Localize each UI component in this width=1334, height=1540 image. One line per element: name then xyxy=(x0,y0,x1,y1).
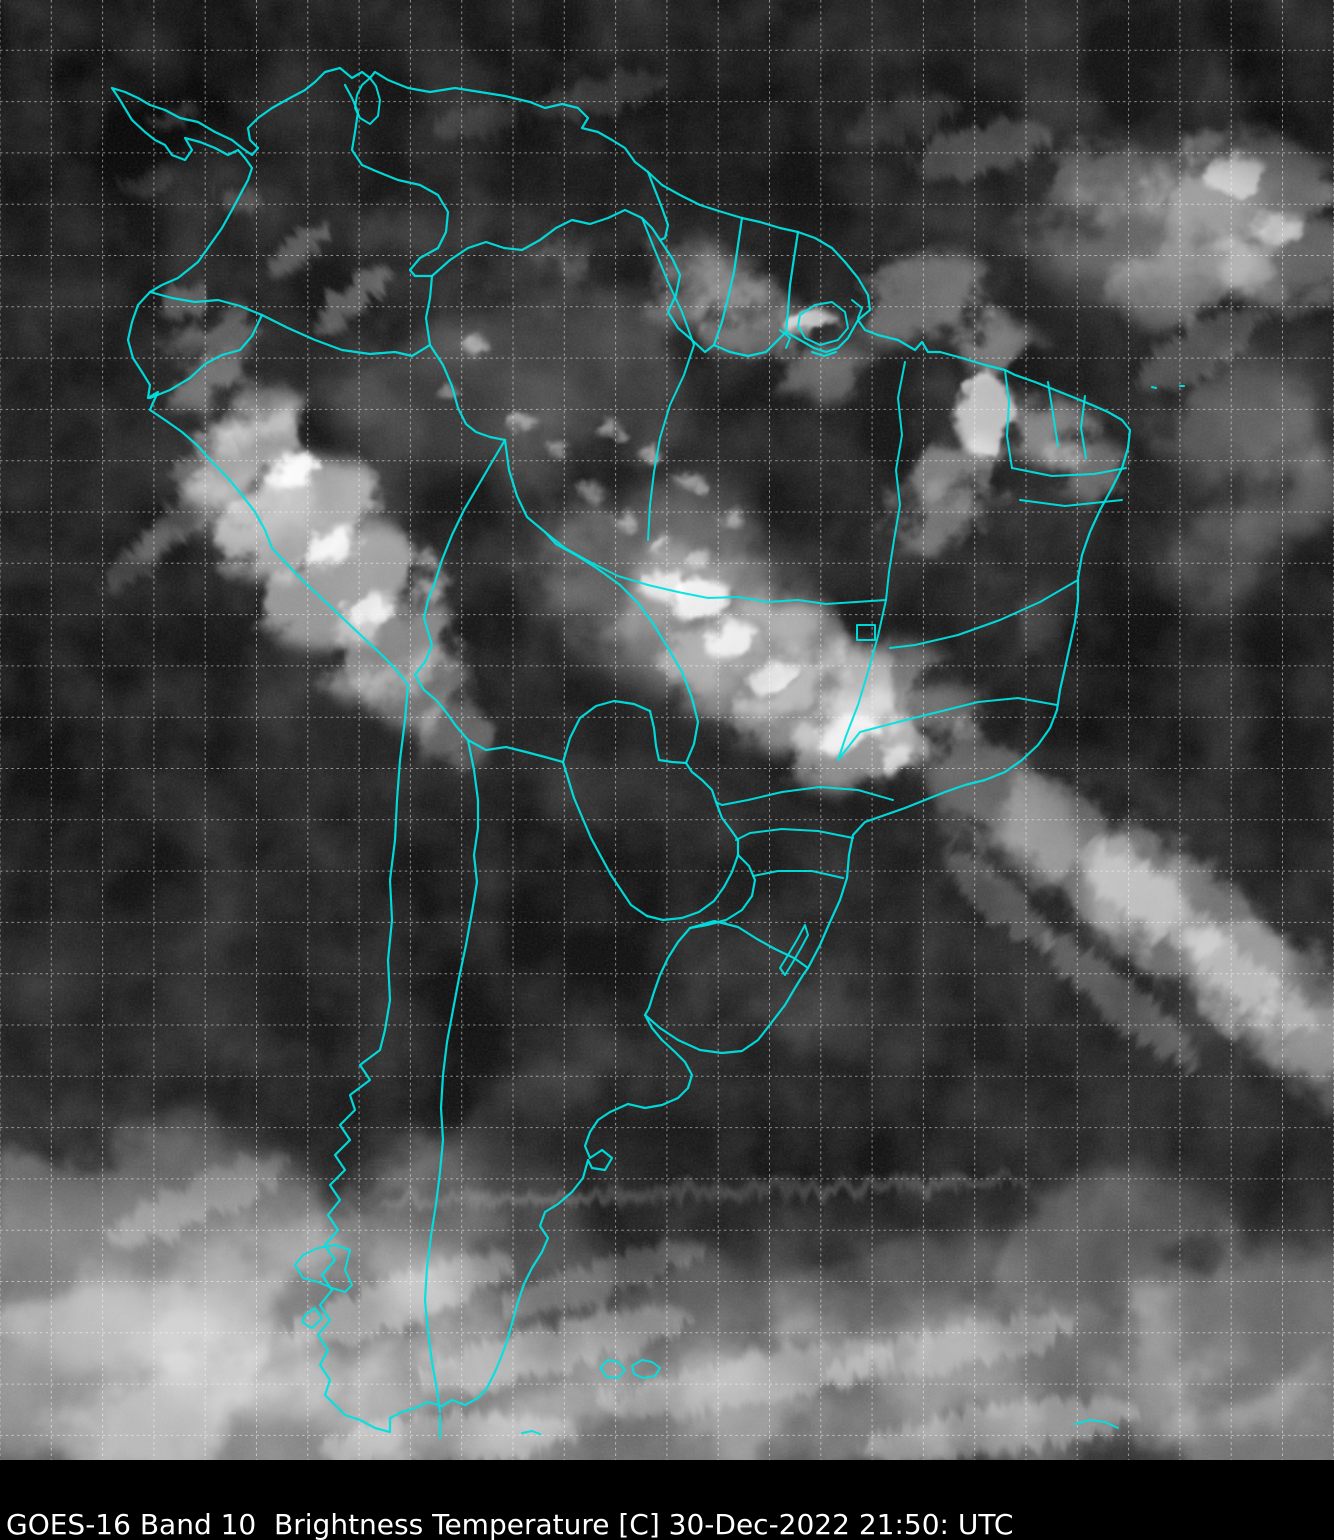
national-border-line xyxy=(260,313,432,358)
satellite-scene xyxy=(0,0,1334,1460)
national-border-line xyxy=(466,738,565,764)
national-border-line xyxy=(428,343,507,442)
national-border-line xyxy=(561,760,649,918)
states-border-line xyxy=(752,870,844,879)
islands-border-line xyxy=(779,329,791,349)
states-border-line xyxy=(1019,499,1123,507)
national-border-line xyxy=(648,709,740,842)
states-border-line xyxy=(735,828,854,841)
national-border-line xyxy=(430,208,662,278)
islands-border-line xyxy=(1151,386,1157,389)
states-border-line xyxy=(885,361,906,601)
islands-border-line xyxy=(797,301,849,346)
caption-text: GOES-16 Band 10 Brightness Temperature [… xyxy=(6,1508,1014,1540)
islands-border-line xyxy=(521,1430,541,1435)
national-border-line xyxy=(784,230,800,334)
states-border-line xyxy=(856,624,876,641)
islands-border-line xyxy=(779,924,809,976)
national-border-line xyxy=(503,438,700,765)
islands-border-line xyxy=(294,1244,353,1293)
states-border-line xyxy=(1047,381,1059,447)
states-border-line xyxy=(1004,369,1013,469)
states-border-line xyxy=(889,579,1079,649)
national-border-line xyxy=(688,919,810,970)
national-border-line xyxy=(148,313,264,400)
national-border-line xyxy=(343,83,450,347)
national-border-line xyxy=(645,838,740,922)
states-border-line xyxy=(641,217,695,541)
states-border-line xyxy=(837,697,1058,761)
national-border-line xyxy=(148,290,264,317)
islands-border-line xyxy=(811,351,837,357)
national-border-line xyxy=(413,438,507,677)
islands-border-line xyxy=(599,1359,626,1379)
national-border-line xyxy=(643,926,692,1017)
islands-border-line xyxy=(354,77,381,125)
islands-border-line xyxy=(851,299,863,319)
states-border-line xyxy=(1080,395,1087,459)
national-border-line xyxy=(688,853,757,930)
map-border-overlay xyxy=(110,66,1185,1440)
islands-border-line xyxy=(1074,1419,1119,1429)
states-border-line xyxy=(1011,467,1127,477)
national-border-line xyxy=(423,738,480,1414)
national-border-line xyxy=(658,238,716,354)
national-border-line xyxy=(646,170,670,242)
islands-border-line xyxy=(631,1359,661,1379)
states-border-line xyxy=(715,786,894,806)
states-border-line xyxy=(544,531,887,605)
islands-border-line xyxy=(301,1307,323,1329)
caption-bar: GOES-16 Band 10 Brightness Temperature [… xyxy=(0,1460,1334,1540)
national-border-line xyxy=(712,216,744,347)
national-border-line xyxy=(561,699,652,764)
national-border-line xyxy=(413,673,470,742)
national-border-line xyxy=(712,318,860,358)
coast-border-line xyxy=(110,66,1132,1434)
states-border-line xyxy=(837,599,887,761)
